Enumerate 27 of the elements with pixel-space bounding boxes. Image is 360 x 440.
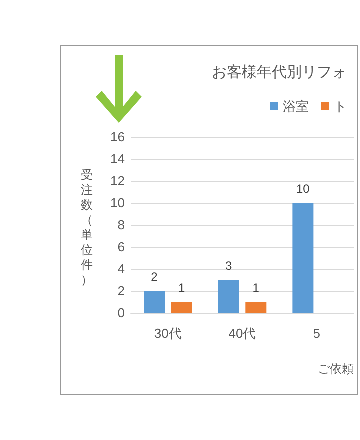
y-tick-label: 6 (118, 240, 125, 254)
y-axis-title: 受注数（単位件） (80, 168, 94, 288)
bar (144, 291, 166, 313)
bar (292, 203, 314, 313)
legend-label: 浴室 (283, 99, 309, 114)
y-tick-label: 12 (110, 174, 125, 188)
data-label: 1 (178, 281, 186, 295)
bar (171, 302, 192, 313)
y-tick-label: 16 (110, 130, 125, 144)
x-tick-label: 30代 (154, 326, 182, 341)
y-tick-label: 4 (118, 262, 125, 276)
legend-label: ト (334, 99, 347, 114)
bar (218, 280, 240, 313)
y-tick-label: 8 (118, 218, 125, 232)
y-tick-label: 10 (110, 196, 125, 210)
y-tick-label: 2 (118, 284, 125, 298)
data-label: 2 (151, 270, 158, 284)
x-tick-label: 5 (313, 326, 320, 341)
y-tick-label: 14 (110, 152, 125, 166)
data-label: 3 (226, 259, 233, 273)
x-tick-label: 40代 (228, 326, 256, 341)
bar (246, 302, 267, 313)
y-tick-label: 0 (118, 306, 125, 320)
chart-title: お客様年代別リフォ (212, 64, 347, 81)
data-label: 1 (252, 281, 260, 295)
x-axis-title: ご依頼 (318, 362, 354, 376)
data-label: 10 (296, 182, 310, 196)
